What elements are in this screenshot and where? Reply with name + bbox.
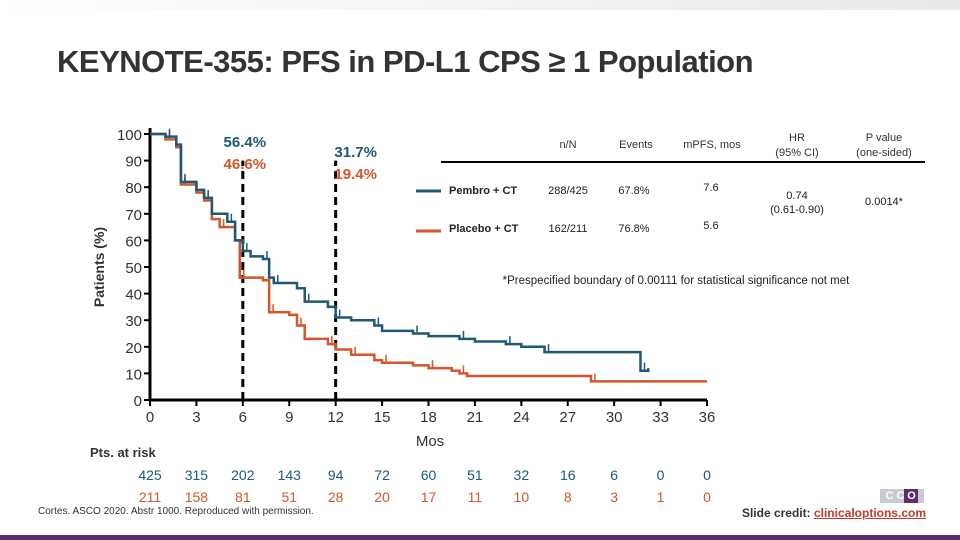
at-risk-label: Pts. at risk: [90, 445, 157, 460]
y-tick-label: 90: [125, 154, 142, 171]
x-tick-label: 24: [513, 409, 530, 426]
at-risk-placebo: 51: [281, 489, 297, 505]
x-tick-label: 9: [285, 409, 293, 426]
table-header: Events: [619, 139, 653, 151]
cell-events: 67.8%: [618, 185, 649, 197]
at-risk-placebo: 17: [421, 489, 437, 505]
at-risk-placebo: 158: [185, 489, 209, 505]
legend-label: Pembro + CT: [449, 185, 517, 197]
cell-hr-ci: (0.61-0.90): [770, 204, 824, 216]
at-risk-placebo: 11: [468, 489, 483, 505]
x-tick-label: 36: [699, 409, 716, 426]
y-tick-label: 30: [125, 313, 142, 330]
at-risk-pembro: 202: [231, 467, 255, 483]
slide-credit: Slide credit: clinicaloptions.com: [742, 506, 926, 520]
table-header-p-sided: (one-sided): [856, 147, 912, 159]
at-risk-pembro: 60: [421, 467, 437, 483]
y-tick-label: 20: [125, 340, 142, 357]
landmark-pembro: 31.7%: [334, 144, 377, 161]
x-tick-label: 18: [420, 409, 437, 426]
cell-hr: 0.74: [786, 190, 807, 202]
citation: Cortes. ASCO 2020. Abstr 1000. Reproduce…: [38, 506, 314, 517]
at-risk-placebo: 211: [139, 489, 162, 505]
x-tick-label: 15: [374, 409, 391, 426]
top-bar: [0, 0, 960, 10]
y-tick-label: 0: [134, 393, 142, 410]
cell-p: 0.0014*: [865, 196, 904, 208]
x-tick-label: 3: [192, 409, 200, 426]
at-risk-pembro: 51: [467, 467, 483, 483]
y-tick-label: 100: [117, 127, 142, 144]
at-risk-pembro: 143: [278, 467, 302, 483]
footnote: *Prespecified boundary of 0.00111 for st…: [503, 275, 850, 287]
credit-label: Slide credit:: [741, 506, 814, 520]
y-tick-label: 50: [125, 260, 142, 277]
at-risk-pembro: 0: [657, 467, 665, 483]
table-header: mPFS, mos: [683, 139, 741, 151]
at-risk-pembro: 0: [703, 467, 711, 483]
cell-nN: 162/211: [549, 223, 588, 235]
x-axis-label: Mos: [416, 433, 444, 450]
km-curve-pembro: [150, 132, 650, 372]
at-risk-pembro: 94: [328, 467, 344, 483]
x-tick-label: 27: [559, 409, 576, 426]
at-risk-placebo: 8: [564, 489, 572, 505]
at-risk-placebo: 0: [703, 489, 711, 505]
at-risk-pembro: 32: [514, 467, 530, 483]
at-risk-placebo: 1: [657, 489, 665, 505]
at-risk-placebo: 28: [328, 489, 344, 505]
at-risk-placebo: 10: [514, 489, 530, 505]
y-tick-label: 80: [125, 180, 142, 197]
at-risk-pembro: 6: [610, 467, 618, 483]
x-tick-label: 30: [606, 409, 623, 426]
table-header-hr-ci: (95% CI): [775, 147, 818, 159]
cell-nN: 288/425: [548, 185, 588, 197]
y-axis-label: Patients (%): [91, 227, 107, 307]
y-tick-label: 60: [125, 233, 142, 250]
y-tick-label: 40: [125, 287, 142, 304]
table-header-p: P value: [866, 132, 903, 144]
km-curve-placebo: [150, 132, 707, 383]
legend-label: Placebo + CT: [449, 223, 519, 235]
landmark-placebo: 19.4%: [334, 166, 377, 183]
slide-title: KEYNOTE-355: PFS in PD-L1 CPS ≥ 1 Popula…: [57, 44, 754, 79]
landmark-placebo: 46.6%: [224, 156, 267, 173]
x-tick-label: 33: [652, 409, 669, 426]
at-risk-pembro: 16: [560, 467, 576, 483]
credit-link[interactable]: clinicaloptions.com: [813, 506, 926, 520]
y-tick-label: 10: [125, 366, 142, 383]
at-risk-placebo: 3: [610, 489, 618, 505]
at-risk-placebo: 20: [374, 489, 390, 505]
x-tick-label: 6: [239, 409, 247, 426]
x-tick-label: 0: [146, 409, 154, 426]
cell-mpfs: 7.6: [703, 182, 718, 194]
cell-mpfs: 5.6: [703, 220, 718, 232]
bottom-bar: [0, 535, 960, 540]
at-risk-pembro: 72: [374, 467, 390, 483]
at-risk-placebo: 81: [235, 489, 251, 505]
at-risk-pembro: 425: [138, 467, 162, 483]
y-tick-label: 70: [125, 207, 142, 224]
x-tick-label: 12: [327, 409, 344, 426]
at-risk-pembro: 315: [185, 467, 209, 483]
landmark-pembro: 56.4%: [224, 134, 267, 151]
cell-events: 76.8%: [618, 223, 649, 235]
table-header-hr: HR: [789, 132, 805, 144]
table-header: n/N: [559, 139, 576, 151]
x-tick-label: 21: [467, 409, 484, 426]
